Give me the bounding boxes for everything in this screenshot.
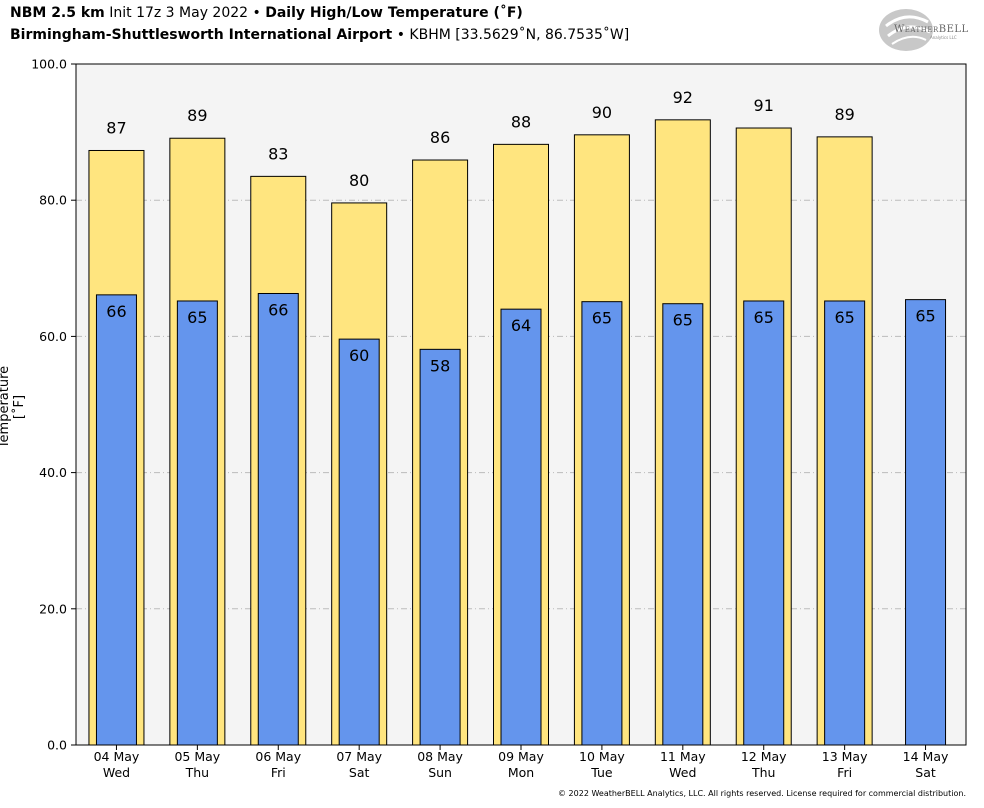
x-tick-label-date: 05 May [174,749,220,764]
product-name: Daily High/Low Temperature (˚F) [265,5,523,21]
low-temp-label: 65 [915,307,935,326]
x-tick-label-date: 09 May [498,749,544,764]
high-temp-label: 91 [754,96,774,115]
x-tick-label-day: Wed [103,765,130,780]
y-tick-label: 0.0 [47,738,67,753]
low-temp-bar [176,300,218,746]
model-name: NBM 2.5 km [10,5,105,21]
x-tick-label-day: Fri [837,765,852,780]
y-tick-label: 100.0 [31,57,67,72]
x-tick-label-date: 10 May [579,749,625,764]
logo-text: WeatherBELL [894,24,969,35]
x-tick-label-date: 08 May [417,749,463,764]
low-temp-bar [95,294,137,746]
x-tick-label-date: 04 May [94,749,140,764]
low-temp-label: 65 [834,308,854,327]
high-temp-label: 87 [106,118,126,137]
y-tick-label: 40.0 [39,465,67,480]
plot-frame [75,63,967,746]
weatherbell-logo-icon [879,9,933,51]
high-temp-label: 89 [187,106,207,125]
low-temp-label: 66 [268,300,288,319]
title-separator-2: • [396,27,405,43]
station-name: Birmingham-Shuttlesworth International A… [10,27,393,43]
x-tick-label-date: 13 May [822,749,868,764]
y-tick-label: 80.0 [39,193,67,208]
low-temp-bar [662,303,704,746]
x-tick-label-date: 06 May [255,749,301,764]
x-tick-label-date: 12 May [741,749,787,764]
station-info: KBHM [33.5629˚N, 86.7535˚W] [409,27,630,43]
low-temp-bar [338,338,380,746]
low-temp-bar [743,300,785,746]
logo-subtext: Analytics LLC [930,35,957,40]
bars [88,119,947,746]
high-temp-label: 83 [268,144,288,163]
y-tick-label: 20.0 [39,601,67,616]
low-temp-label: 65 [592,309,612,328]
x-tick-label-day: Tue [590,765,613,780]
x-tick-label-day: Sat [349,765,370,780]
x-tick-label-day: Wed [669,765,696,780]
low-temp-label: 58 [430,356,450,375]
low-temp-label: 65 [754,308,774,327]
init-time: Init 17z 3 May 2022 [109,5,249,21]
data-labels: 87 66 89 65 83 66 80 60 86 58 88 64 90 65 92 65 91 65 89 65… [106,88,935,375]
low-temp-label: 65 [187,308,207,327]
low-temp-bar [581,301,623,746]
low-temp-bar [824,300,866,746]
high-temp-label: 80 [349,171,369,190]
chart-title-line-1: NBM 2.5 km Init 17z 3 May 2022 • Daily H… [10,5,523,21]
x-tick-label-day: Fri [271,765,286,780]
high-temp-label: 89 [834,105,854,124]
x-tick-label-day: Sat [915,765,936,780]
copyright-notice: © 2022 WeatherBELL Analytics, LLC. All r… [558,789,966,798]
low-temp-bar [905,299,947,746]
x-tick-label-day: Mon [508,765,534,780]
title-separator: • [252,5,261,21]
chart-title-line-2: Birmingham-Shuttlesworth International A… [10,27,629,43]
x-tick-label-date: 14 May [903,749,949,764]
x-tick-label-day: Thu [751,765,775,780]
x-tick-label-date: 07 May [336,749,382,764]
low-temp-label: 60 [349,346,369,365]
high-temp-label: 88 [511,112,531,131]
high-temp-label: 90 [592,103,612,122]
x-tick-label-day: Thu [185,765,209,780]
low-temp-bar [419,348,461,746]
high-temp-label: 86 [430,128,450,147]
x-tick-label-day: Sun [428,765,452,780]
low-temp-bar [500,308,542,746]
x-tick-label-date: 11 May [660,749,706,764]
low-temp-label: 65 [673,311,693,330]
high-temp-label: 92 [673,88,693,107]
low-temp-label: 66 [106,302,126,321]
low-temp-bar [257,292,299,746]
low-temp-label: 64 [511,316,531,335]
y-tick-label: 60.0 [39,329,67,344]
